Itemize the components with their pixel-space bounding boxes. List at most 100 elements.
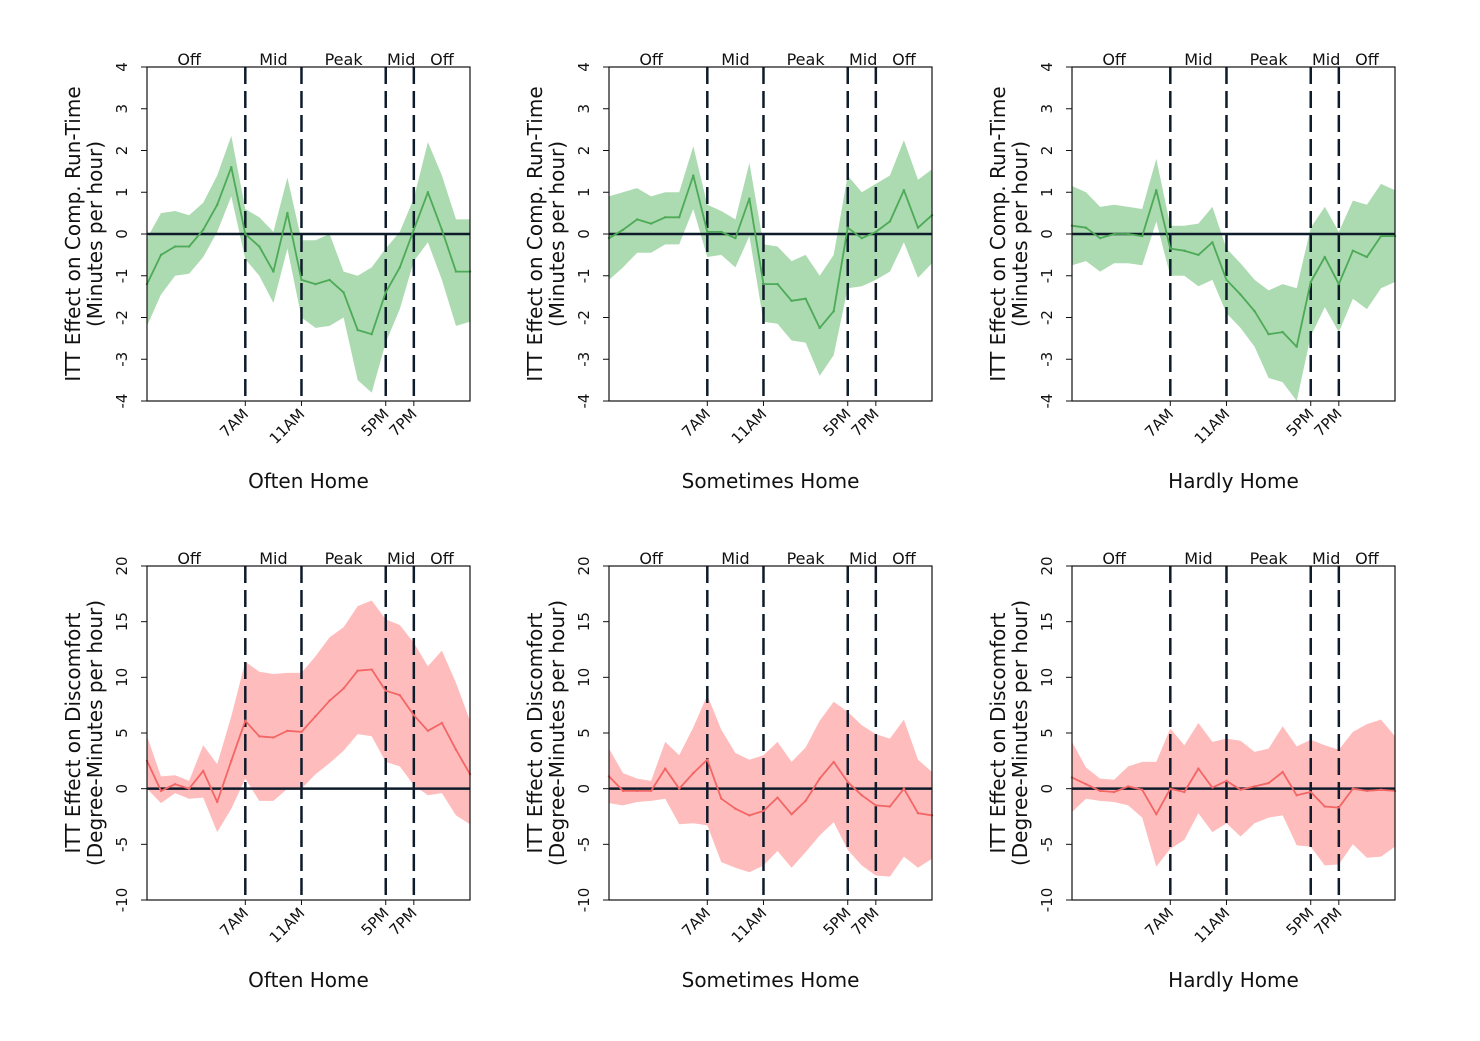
panel-1-x-tick-label: 7PM	[386, 405, 421, 440]
panel-6-data-point	[1211, 786, 1214, 789]
panel-1-y-axis-subtitle: (Minutes per hour)	[83, 141, 107, 327]
panel-6-x-tick-label: 5PM	[1283, 904, 1318, 939]
panel-2-x-tick-label: 11AM	[728, 405, 771, 448]
panel-5-y-tick-label: -10	[575, 888, 593, 913]
panel-5: -10 -5 0 5 10 15 20 ITT Effect on Discomfort(De…	[523, 549, 934, 992]
panel-1-data-point	[216, 203, 219, 206]
panel-4-data-point	[272, 736, 275, 739]
panel-3-data-point	[1365, 255, 1369, 259]
panel-1-y-tick-label: 2	[113, 146, 131, 156]
panel-4-data-point	[258, 735, 261, 738]
panel-2-data-point	[663, 216, 667, 219]
panel-6-y-tick-label: -5	[1038, 837, 1056, 852]
panel-3-x-tick-label: 11AM	[1191, 405, 1234, 448]
panel-3-y-tick-label: -3	[1038, 352, 1056, 367]
panel-4-x-tick-label: 5PM	[358, 904, 393, 939]
panel-3-y-axis-title: ITT Effect on Comp. Run-Time	[986, 86, 1010, 381]
panel-3-data-point	[1084, 226, 1088, 229]
panel-1-period-label: Mid	[259, 50, 287, 69]
panel-5-data-point	[762, 809, 765, 813]
panel-4-data-point	[286, 729, 289, 732]
panel-2-data-point	[706, 230, 709, 234]
panel-2-data-point	[888, 220, 892, 223]
panel-3-x-tick-label: 5PM	[1283, 405, 1318, 440]
panel-5-data-point	[663, 767, 667, 770]
panel-2-data-point	[635, 218, 639, 221]
panel-3-data-point	[1225, 278, 1228, 282]
panel-6-y-tick-label: -10	[1038, 888, 1056, 913]
panel-2-y-axis-subtitle: (Minutes per hour)	[545, 141, 569, 327]
panel-1-data-point	[187, 245, 191, 248]
panel-2: -4 -3 -2 -1 0 1 2 3 4 ITT Effect on Comp. Run-Tim…	[523, 50, 934, 493]
panel-6-data-point	[1183, 790, 1186, 794]
panel-5-estimate-line	[608, 758, 933, 817]
panel-6-data-point	[1365, 789, 1369, 793]
panel-5-y-tick-label: -5	[575, 837, 593, 852]
panel-3-data-point	[1126, 232, 1130, 236]
panel-2-period-label: Peak	[787, 50, 826, 69]
panel-4-data-point	[384, 689, 387, 692]
panel-5-period-label: Off	[892, 549, 917, 568]
panel-6-data-point	[1253, 785, 1256, 788]
panel-1-period-label: Mid	[387, 50, 415, 69]
panel-3-period-label: Off	[1355, 50, 1380, 69]
panel-6-x-tick-label: 7AM	[1141, 904, 1177, 940]
panel-3-data-point	[1141, 234, 1144, 238]
panel-3-y-tick-label: -4	[1038, 394, 1056, 409]
panel-2-data-point	[649, 222, 653, 225]
panel-3-y-tick-label: 3	[1038, 104, 1056, 114]
panel-4-data-point	[328, 699, 331, 702]
panel-1-data-point	[412, 228, 416, 232]
panel-4-y-tick-label: 0	[113, 784, 131, 794]
panel-6: -10 -5 0 5 10 15 20 ITT Effect on Discomfort(De…	[986, 549, 1397, 992]
panel-2-data-point	[874, 230, 878, 234]
panel-3-data-point	[1295, 345, 1298, 348]
panel-5-y-tick-label: 0	[575, 784, 593, 794]
panel-5-data-point	[916, 811, 920, 815]
panel-4-y-tick-label: 10	[113, 668, 131, 687]
panel-2-y-tick-label: 0	[575, 229, 593, 239]
panel-2-data-point	[860, 236, 863, 240]
panel-1-data-point	[454, 270, 458, 273]
panel-1-data-point	[201, 228, 205, 232]
panel-1-data-point	[342, 291, 345, 294]
panel-6-y-tick-label: 0	[1038, 784, 1056, 794]
panel-4-y-tick-label: -10	[113, 888, 131, 913]
panel-6-data-point	[1141, 788, 1144, 791]
panel-2-y-tick-label: 3	[575, 104, 593, 114]
panel-1-y-tick-label: -2	[113, 310, 131, 325]
panel-1: -4 -3 -2 -1 0 1 2 3 4 ITT Effect on Comp. Run-Tim…	[61, 50, 472, 493]
panel-5-data-point	[776, 796, 779, 799]
panel-3-y-tick-label: -1	[1038, 268, 1056, 283]
panel-1-data-point	[173, 245, 177, 248]
panel-3-data-point	[1169, 247, 1172, 250]
panel-1-data-point	[398, 266, 401, 269]
panel-1-period-label: Off	[177, 50, 202, 69]
panel-6-y-tick-label: 15	[1038, 612, 1056, 631]
panel-2-y-tick-label: 2	[575, 146, 593, 156]
panel-4-estimate-line	[146, 668, 471, 803]
panel-4-y-tick-label: -5	[113, 837, 131, 852]
panel-3-y-axis-subtitle: (Minutes per hour)	[1008, 141, 1032, 327]
panel-3-data-point	[1211, 241, 1214, 244]
panel-5-period-label: Peak	[787, 549, 826, 568]
panel-6-data-point	[1169, 787, 1172, 790]
panel-4-data-point	[159, 789, 163, 793]
panel-3-x-tick-label: 7PM	[1311, 405, 1346, 440]
panel-1-y-axis-title: ITT Effect on Comp. Run-Time	[61, 86, 85, 381]
panel-5-confidence-band	[609, 695, 932, 877]
panel-3-period-label: Mid	[1312, 50, 1340, 69]
panel-4-x-axis-title: Often Home	[248, 968, 369, 992]
panel-1-y-tick-label: -4	[113, 394, 131, 409]
panel-2-y-tick-label: 4	[575, 62, 593, 72]
panel-2-x-tick-label: 7PM	[848, 405, 883, 440]
panel-3-data-point	[1323, 255, 1326, 259]
panel-4-data-point	[201, 769, 205, 773]
panel-3: -4 -3 -2 -1 0 1 2 3 4 ITT Effect on Comp. Run-Tim…	[986, 50, 1397, 493]
panel-3-data-point	[1197, 253, 1200, 257]
panel-3-data-point	[1337, 282, 1341, 286]
panel-3-data-point	[1253, 310, 1256, 313]
panel-1-y-tick-label: -1	[113, 268, 131, 283]
panel-3-period-label: Mid	[1184, 50, 1212, 69]
panel-5-period-label: Mid	[849, 549, 877, 568]
